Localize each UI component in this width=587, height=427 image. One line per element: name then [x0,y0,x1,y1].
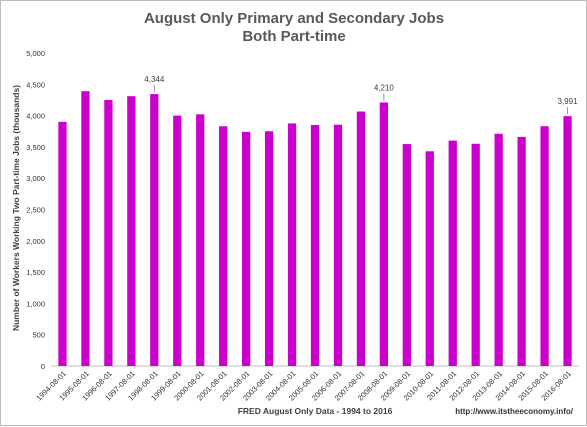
source-credit: http://www.itstheeconomy.info/ [455,407,574,416]
y-tick-label: 1,500 [26,268,45,277]
y-tick-label: 1,000 [26,299,45,308]
bar [494,133,503,366]
data-label: 3,991 [558,97,579,106]
data-labels: 4,344 4,210 3,991 [144,75,579,115]
bar [264,131,274,366]
data-label: 4,210 [374,83,395,92]
bars [58,91,572,367]
bar [173,115,182,366]
bar [333,124,343,366]
y-tick-label: 0 [41,362,45,371]
chart-title: August Only Primary and Secondary Jobs [144,10,444,27]
bar [356,111,366,366]
bar [104,99,113,366]
y-tick-label: 3,500 [26,143,45,152]
y-tick-label: 2,000 [26,237,45,246]
bar [540,126,549,366]
y-tick-label: 4,500 [26,80,45,89]
bar [448,140,457,366]
y-axis-label: Number of Workers Working Two Part-time … [11,85,21,331]
x-axis-label: FRED August Only Data - 1994 to 2016 [238,406,393,416]
bar [287,123,297,366]
y-tick-label: 2,500 [26,206,45,215]
bar [402,144,411,366]
y-tick-label: 500 [32,331,45,340]
chart-subtitle: Both Part-time [242,28,345,45]
bar [81,91,90,366]
bar [196,114,205,367]
bar [517,136,526,366]
y-tick-label: 3,000 [26,174,45,183]
bar [219,126,228,366]
bar [379,102,389,366]
bar [425,151,434,366]
bar [241,131,251,366]
bar [150,94,159,366]
bar [310,124,320,367]
x-axis: 1994-08-011995-08-011996-08-011997-08-01… [34,369,573,402]
data-label: 4,344 [144,75,165,84]
y-tick-label: 5,000 [26,49,45,58]
bar [58,121,67,366]
bar [127,96,136,366]
bar [563,116,572,367]
bar [471,143,480,366]
y-tick-label: 4,000 [26,112,45,121]
